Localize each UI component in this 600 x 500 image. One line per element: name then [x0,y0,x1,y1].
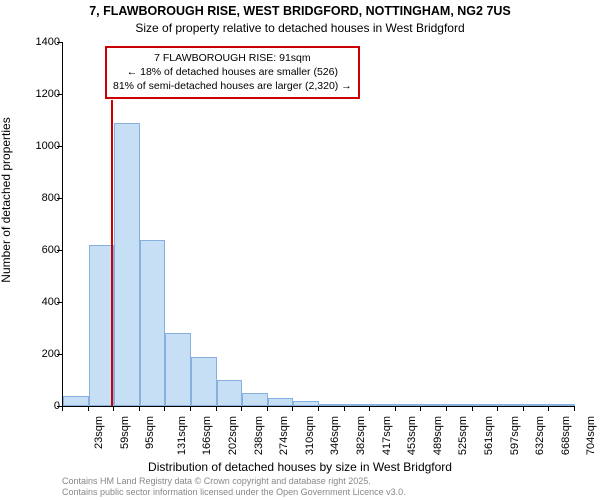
x-tick-label: 274sqm [278,416,290,455]
x-tick-label: 131sqm [176,416,188,455]
x-tick-label: 561sqm [483,416,495,455]
histogram-bar [140,240,166,406]
annotation-line1: 7 FLAWBOROUGH RISE: 91sqm [113,51,352,65]
histogram-bar [217,380,243,406]
histogram-bar [396,404,422,406]
plot-area: 7 FLAWBOROUGH RISE: 91sqm ← 18% of detac… [62,42,575,407]
annotation-line3: 81% of semi-detached houses are larger (… [113,79,352,93]
property-marker-line [111,100,113,406]
y-axis-label: Number of detached properties [0,117,13,282]
histogram-bar [524,404,550,406]
y-tick-label: 200 [30,348,60,360]
annotation-box: 7 FLAWBOROUGH RISE: 91sqm ← 18% of detac… [105,46,360,99]
histogram-bar [165,333,191,406]
chart-container: 7, FLAWBOROUGH RISE, WEST BRIDGFORD, NOT… [0,0,600,500]
x-tick-label: 453sqm [406,416,418,455]
x-axis-label: Distribution of detached houses by size … [0,460,600,474]
histogram-bar [268,398,294,406]
histogram-bar [114,123,140,406]
histogram-bar [345,404,371,406]
histogram-bar [242,393,268,406]
annotation-line2: ← 18% of detached houses are smaller (52… [113,65,352,79]
x-tick-label: 238sqm [253,416,265,455]
histogram-bar [293,401,319,406]
x-tick-label: 525sqm [458,416,470,455]
x-tick-label: 489sqm [432,416,444,455]
x-tick-label: 59sqm [119,416,131,449]
histogram-bar [421,404,447,406]
x-tick-label: 632sqm [534,416,546,455]
x-tick-label: 310sqm [304,416,316,455]
footer-line2: Contains public sector information licen… [62,487,406,498]
x-tick-label: 23sqm [93,416,105,449]
y-tick-label: 800 [30,192,60,204]
x-tick-label: 417sqm [381,416,393,455]
footer-note: Contains HM Land Registry data © Crown c… [62,476,406,499]
histogram-bar [498,404,524,406]
x-tick-label: 95sqm [144,416,156,449]
histogram-bar [63,396,89,406]
y-tick-label: 1200 [30,88,60,100]
chart-title-main: 7, FLAWBOROUGH RISE, WEST BRIDGFORD, NOT… [0,4,600,18]
histogram-bar [447,404,473,406]
y-tick-label: 600 [30,244,60,256]
y-tick-label: 400 [30,296,60,308]
footer-line1: Contains HM Land Registry data © Crown c… [62,476,406,487]
x-tick-label: 704sqm [586,416,598,455]
chart-title-sub: Size of property relative to detached ho… [0,21,600,35]
x-tick-label: 166sqm [202,416,214,455]
histogram-bar [473,404,499,406]
histogram-bar [319,404,345,406]
y-tick-label: 0 [30,400,60,412]
x-tick-label: 346sqm [330,416,342,455]
histogram-bar [549,404,575,406]
x-tick-label: 597sqm [509,416,521,455]
histogram-bar [370,404,396,406]
x-tick-label: 382sqm [355,416,367,455]
histogram-bar [191,357,217,406]
x-tick-label: 668sqm [560,416,572,455]
x-tick-label: 202sqm [227,416,239,455]
y-tick-label: 1400 [30,36,60,48]
y-tick-label: 1000 [30,140,60,152]
